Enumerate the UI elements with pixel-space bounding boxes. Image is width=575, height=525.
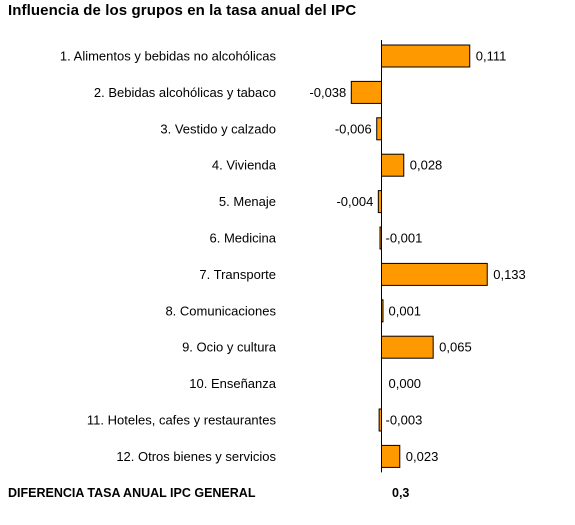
- value-label-2: -0,038: [309, 85, 346, 100]
- bar-7: [381, 262, 488, 286]
- category-label-11: 11. Hoteles, cafes y restaurantes: [87, 413, 277, 428]
- category-label-9: 9. Ocio y cultura: [182, 340, 277, 355]
- value-label-1: 0,111: [476, 49, 507, 64]
- category-label-2: 2. Bebidas alcohólicas y tabaco: [94, 85, 276, 100]
- value-label-10: 0,000: [389, 376, 422, 391]
- category-label-4: 4. Vivienda: [212, 158, 277, 173]
- category-label-7: 7. Transporte: [199, 267, 276, 282]
- bar-3: [376, 117, 383, 141]
- category-label-8: 8. Comunicaciones: [165, 303, 276, 318]
- footer-value: 0,3: [392, 486, 410, 500]
- value-label-8: 0,001: [389, 303, 422, 318]
- value-label-11: -0,003: [386, 413, 423, 428]
- value-label-5: -0,004: [336, 194, 373, 209]
- bar-9: [381, 335, 434, 359]
- category-label-12: 12. Otros bienes y servicios: [116, 449, 276, 464]
- bar-5: [377, 190, 383, 214]
- category-label-10: 10. Enseñanza: [189, 376, 277, 391]
- bar-1: [381, 44, 471, 68]
- value-label-4: 0,028: [410, 158, 443, 173]
- value-label-9: 0,065: [439, 340, 472, 355]
- footer-label: DIFERENCIA TASA ANUAL IPC GENERAL: [8, 486, 256, 500]
- value-label-6: -0,001: [386, 231, 423, 246]
- chart-title: Influencia de los grupos en la tasa anua…: [8, 2, 357, 19]
- category-label-5: 5. Menaje: [219, 194, 276, 209]
- bar-4: [381, 153, 405, 177]
- value-label-3: -0,006: [335, 121, 372, 136]
- category-label-1: 1. Alimentos y bebidas no alcohólicas: [60, 49, 277, 64]
- bar-2: [350, 80, 383, 104]
- category-label-6: 6. Medicina: [210, 231, 277, 246]
- bar-12: [381, 444, 401, 468]
- bar-6: [379, 226, 382, 250]
- bar-11: [378, 408, 382, 432]
- value-label-7: 0,133: [493, 267, 526, 282]
- category-label-3: 3. Vestido y calzado: [160, 121, 276, 136]
- value-label-12: 0,023: [406, 449, 439, 464]
- bar-8: [381, 299, 384, 323]
